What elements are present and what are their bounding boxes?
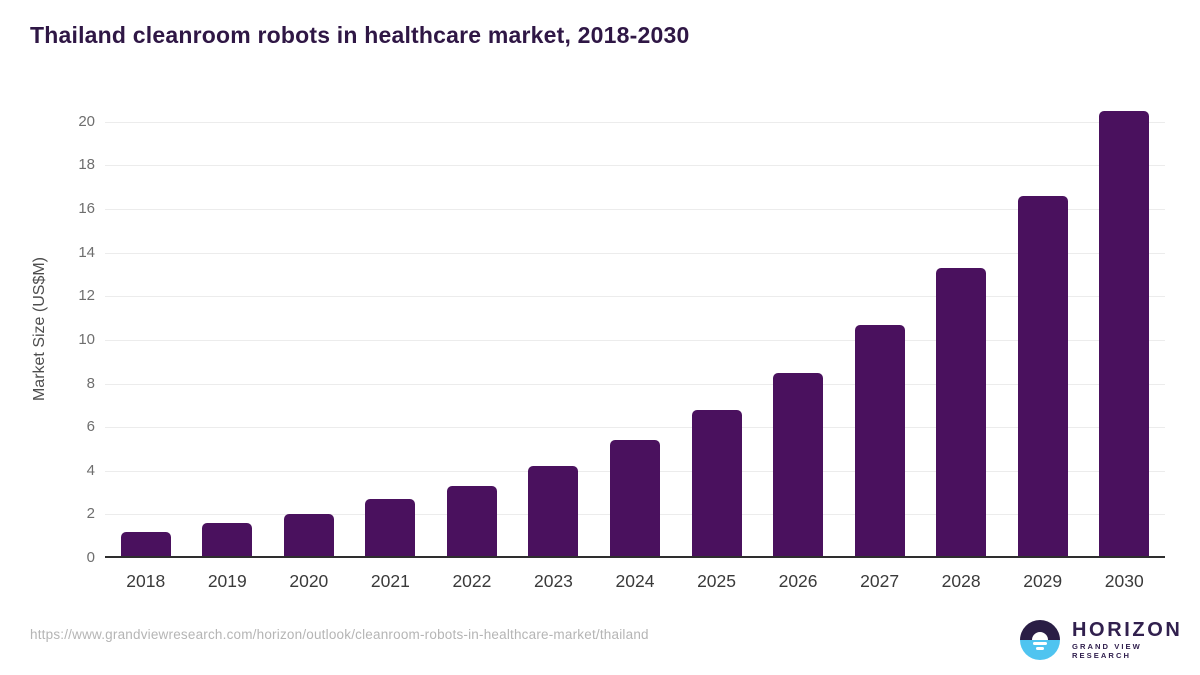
bar-2023 bbox=[528, 466, 579, 558]
x-tick-label-2027: 2027 bbox=[860, 571, 900, 591]
y-tick-label-8: 8 bbox=[86, 374, 95, 392]
logo-subtitle: GRAND VIEW RESEARCH bbox=[1072, 641, 1142, 660]
x-axis-line bbox=[105, 556, 1165, 558]
gridline-y-8 bbox=[105, 383, 1165, 385]
x-tick-label-2022: 2022 bbox=[452, 571, 492, 591]
y-tick-label-4: 4 bbox=[86, 461, 95, 479]
x-tick-label-2028: 2028 bbox=[941, 571, 981, 591]
y-tick-label-6: 6 bbox=[86, 418, 95, 436]
x-tick-label-2024: 2024 bbox=[615, 571, 655, 591]
y-tick-label-20: 20 bbox=[78, 112, 95, 130]
x-tick-label-2029: 2029 bbox=[1023, 571, 1063, 591]
bar-2019 bbox=[202, 523, 253, 558]
bar-2029 bbox=[1017, 195, 1068, 558]
gridline-y-12 bbox=[105, 296, 1165, 298]
x-tick-label-2030: 2030 bbox=[1104, 571, 1144, 591]
horizon-logo-icon bbox=[1020, 620, 1060, 660]
bar-2022 bbox=[446, 486, 497, 558]
logo-reflection-line bbox=[1033, 642, 1047, 645]
chart-title: Thailand cleanroom robots in healthcare … bbox=[30, 22, 690, 48]
bar-2027 bbox=[854, 324, 905, 558]
bar-2026 bbox=[773, 372, 824, 558]
gridline-y-10 bbox=[105, 339, 1165, 341]
logo-reflection-line bbox=[1036, 647, 1044, 650]
bar-2024 bbox=[610, 440, 660, 558]
bar-2030 bbox=[1099, 110, 1150, 558]
logo-title: HORIZON bbox=[1072, 618, 1183, 641]
x-tick-label-2023: 2023 bbox=[533, 571, 573, 591]
bar-2028 bbox=[936, 267, 987, 558]
bar-2018 bbox=[120, 531, 171, 558]
y-tick-label-16: 16 bbox=[78, 200, 95, 218]
bar-2020 bbox=[283, 514, 334, 558]
gridline-y-14 bbox=[105, 252, 1165, 254]
x-tick-label-2021: 2021 bbox=[370, 571, 410, 591]
y-tick-label-12: 12 bbox=[78, 287, 95, 305]
gridline-y-20 bbox=[105, 121, 1165, 123]
gridline-y-6 bbox=[105, 427, 1165, 429]
x-tick-label-2025: 2025 bbox=[697, 571, 736, 591]
gridline-y-16 bbox=[105, 209, 1165, 211]
y-tick-label-2: 2 bbox=[86, 505, 95, 523]
bar-2021 bbox=[365, 499, 416, 558]
x-tick-label-2019: 2019 bbox=[207, 571, 247, 591]
bar-2025 bbox=[691, 409, 742, 558]
x-tick-label-2020: 2020 bbox=[289, 571, 329, 591]
gridline-y-18 bbox=[105, 165, 1165, 167]
logo-text: HORIZON GRAND VIEW RESEARCH bbox=[1072, 618, 1200, 660]
horizon-logo: HORIZON GRAND VIEW RESEARCH bbox=[1020, 620, 1200, 660]
y-tick-label-14: 14 bbox=[78, 243, 95, 261]
y-tick-label-18: 18 bbox=[78, 156, 95, 174]
x-tick-label-2026: 2026 bbox=[778, 571, 818, 591]
logo-sun-shape bbox=[1032, 632, 1048, 640]
plot-area bbox=[105, 100, 1165, 558]
source-url: https://www.grandviewresearch.com/horizo… bbox=[30, 627, 649, 642]
x-tick-label-2018: 2018 bbox=[126, 571, 166, 591]
y-tick-label-10: 10 bbox=[78, 330, 95, 348]
y-tick-label-0: 0 bbox=[86, 549, 95, 566]
